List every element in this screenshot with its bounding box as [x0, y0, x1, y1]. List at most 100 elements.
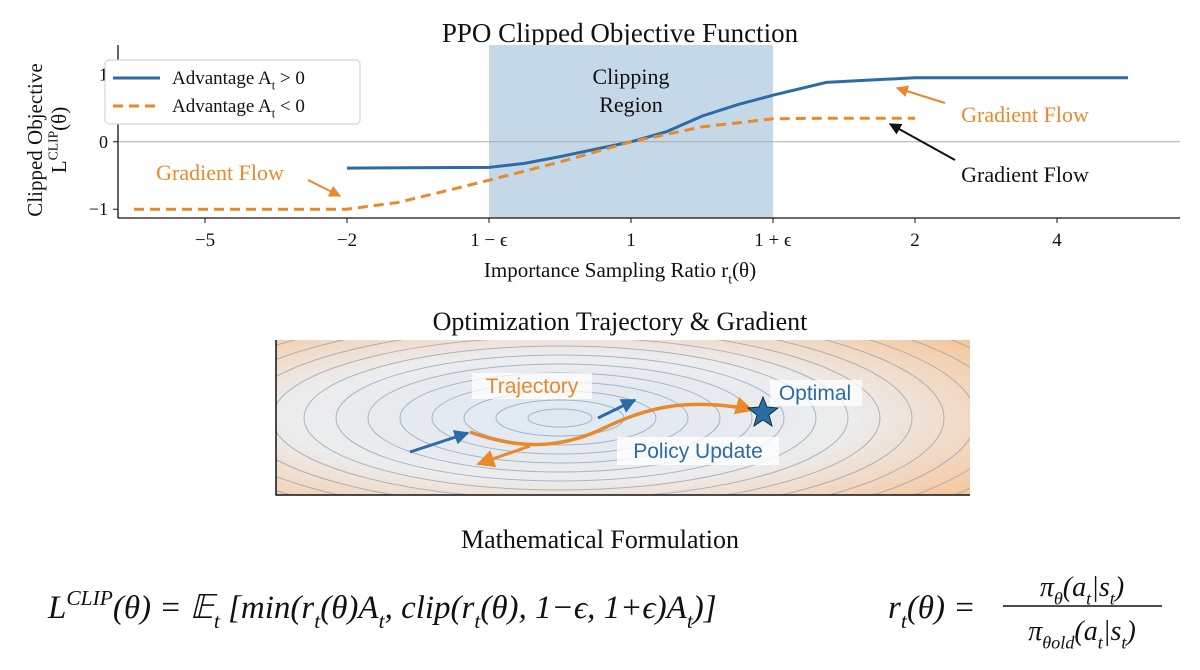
- region-label: Region: [599, 92, 663, 117]
- y-tick-label: −1: [89, 199, 108, 219]
- math-part: L: [47, 590, 66, 626]
- math-part: t: [1086, 588, 1092, 608]
- math-part: t: [1121, 632, 1127, 652]
- x-tick-label: 1: [626, 230, 636, 251]
- y-axis-label: LCLIP(θ): [46, 107, 71, 173]
- math-part: (a: [1074, 616, 1097, 647]
- math-part: , clip(r: [385, 590, 475, 626]
- x-axis-label: Importance Sampling Ratio rt(θ): [484, 258, 756, 286]
- math-part: r: [888, 590, 901, 626]
- contours: [276, 340, 970, 495]
- math-part: L: [47, 160, 71, 173]
- legend-box: [104, 59, 361, 125]
- x-tick-label: −2: [337, 230, 357, 251]
- legend-label: Advantage At < 0: [172, 96, 305, 121]
- optimal-star: [746, 395, 780, 428]
- math-part: (θ) = 𝔼: [113, 590, 218, 626]
- series-line: [346, 76, 1128, 170]
- math-part: Advantage A: [172, 96, 272, 117]
- annotation-arrow: [895, 85, 946, 104]
- contour: [303, 345, 817, 491]
- x-tick-label: 4: [1052, 230, 1062, 251]
- annotation-arrow: [307, 179, 342, 197]
- gradient-arrow: [409, 430, 470, 454]
- math-part: t: [901, 609, 908, 633]
- panel-title: Optimization Trajectory & Gradient: [433, 307, 809, 336]
- label-bg: [617, 437, 779, 465]
- annotation: Gradient Flow: [961, 162, 1089, 187]
- math-part: CLIP: [46, 130, 61, 160]
- math-part: |s: [1103, 616, 1122, 647]
- math-part: (θ): [732, 258, 756, 282]
- math-part: θ: [1054, 588, 1063, 608]
- formulation-title: Mathematical Formulation: [461, 525, 739, 554]
- math-part: ): [1124, 616, 1135, 647]
- contour: [276, 340, 849, 495]
- ratio-numerator: πθ(at|st): [1040, 572, 1124, 608]
- math-part: t: [272, 107, 276, 121]
- contour: [367, 363, 753, 473]
- math-part: (θ)A: [320, 590, 379, 626]
- update-arrow: [476, 444, 531, 468]
- math-part: t: [314, 609, 321, 633]
- math-part: π: [1028, 616, 1043, 647]
- region-label: Clipping: [592, 64, 669, 89]
- math-part: CLIP: [66, 586, 112, 610]
- x-tick-label: −5: [195, 230, 215, 251]
- math-part: t: [728, 271, 732, 286]
- math-part: t: [1110, 588, 1116, 608]
- math-part: [min(r: [220, 590, 315, 626]
- panel-axes: [275, 340, 970, 496]
- clipping-region: [489, 45, 773, 218]
- trajectory-path: [469, 402, 756, 447]
- math-part: |s: [1091, 572, 1110, 603]
- math-part: Advantage A: [172, 68, 272, 89]
- y-axis-label: Clipped Objective: [23, 63, 47, 216]
- contour: [527, 408, 593, 428]
- contour: [276, 340, 881, 495]
- math-part: (θ), 1−ϵ, 1+ϵ)A: [480, 590, 687, 626]
- math-part: θold: [1042, 632, 1075, 652]
- annotation: Gradient Flow: [961, 102, 1089, 127]
- math-part: (a: [1063, 572, 1086, 603]
- math-part: (θ): [47, 107, 71, 131]
- gradient-arrow: [597, 398, 637, 420]
- math-part: Clipped Objective: [23, 63, 47, 216]
- math-part: > 0: [275, 68, 305, 89]
- optimal-label: Optimal: [779, 382, 851, 405]
- contour: [276, 340, 945, 495]
- math-part: Importance Sampling Ratio r: [484, 258, 728, 282]
- x-tick-label: 1 − ϵ: [470, 230, 508, 251]
- math-part: )]: [691, 590, 717, 626]
- math-part: t: [687, 609, 694, 633]
- y-tick-label: 1: [99, 64, 108, 84]
- math-part: t: [272, 79, 276, 93]
- math-part: t: [474, 609, 481, 633]
- objective-formula: LCLIP(θ) = 𝔼t [min(rt(θ)At, clip(rt(θ), …: [47, 586, 717, 633]
- math-part: < 0: [275, 96, 305, 117]
- contour: [335, 354, 785, 482]
- math-part: π: [1040, 572, 1055, 603]
- contour: [276, 340, 913, 495]
- y-tick-label: 0: [99, 132, 108, 152]
- chart-title: PPO Clipped Objective Function: [442, 18, 799, 48]
- ratio-denominator: πθold(at|st): [1028, 616, 1136, 652]
- math-part: (θ) =: [907, 590, 976, 626]
- label-bg: [770, 380, 862, 406]
- policy-update-label: Policy Update: [633, 440, 763, 463]
- math-part: t: [214, 609, 221, 633]
- x-tick-label: 1 + ϵ: [754, 230, 792, 251]
- contour-background: [276, 340, 970, 495]
- math-part: t: [1098, 632, 1104, 652]
- series-line: [134, 116, 915, 211]
- trajectory-label: Trajectory: [486, 375, 579, 398]
- ratio-lhs: rt(θ) =: [888, 590, 976, 633]
- math-part: t: [379, 609, 386, 633]
- annotation-arrow: [888, 123, 956, 161]
- math-part: ): [1113, 572, 1124, 603]
- annotation: Gradient Flow: [156, 160, 284, 185]
- label-bg: [472, 373, 592, 399]
- legend-label: Advantage At > 0: [172, 68, 305, 93]
